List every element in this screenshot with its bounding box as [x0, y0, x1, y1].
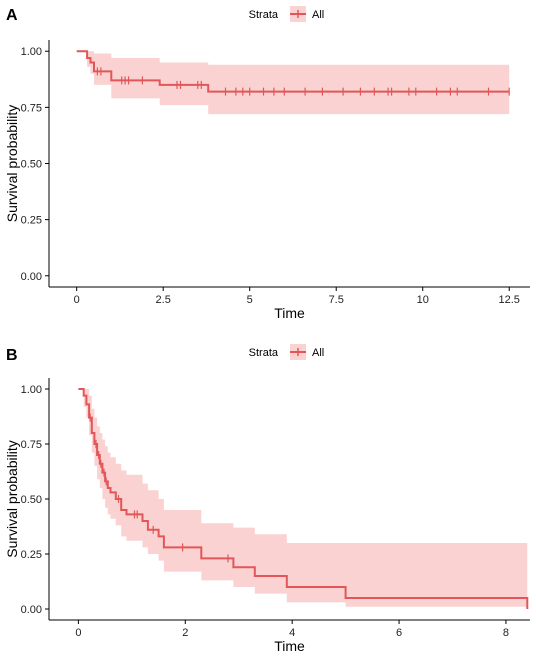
y-axis-title-b: Survival probability: [4, 440, 20, 558]
legend-title-a: Strata: [249, 9, 279, 21]
x-axis-title-b: Time: [274, 638, 305, 654]
y-tick-label-b: 0.25: [21, 549, 42, 561]
plot-b: 0.00 0.25 0.50 0.75 1.00 0 2 4 6 8 Time Survival pr…: [4, 378, 530, 654]
y-tick-label-a: 0.25: [21, 215, 42, 227]
plot-a: 0.00 0.25 0.50 0.75 1.00 0 2.5 5 7.5 10 12.5 Time Su…: [4, 40, 530, 321]
x-tick-label-b: 4: [289, 627, 295, 639]
x-tick-label-b: 6: [396, 627, 402, 639]
x-tick-label-b: 0: [75, 627, 81, 639]
y-tick-label-a: 0.00: [21, 271, 42, 283]
x-tick-label-a: 10: [417, 294, 429, 306]
x-tick-label-b: 8: [503, 627, 509, 639]
survival-curve-a: [76, 50, 510, 93]
legend-title-b: Strata: [249, 347, 279, 359]
y-tick-label-b: 0.50: [21, 494, 42, 506]
y-tick-label-a: 0.50: [21, 159, 42, 171]
legend-b: Strata All: [249, 344, 324, 360]
x-tick-label-a: 2.5: [156, 294, 171, 306]
panel-label-b: B: [6, 347, 18, 364]
y-tick-label-a: 0.75: [21, 102, 42, 114]
legend-a: Strata All: [249, 6, 324, 22]
y-tick-label-b: 1.00: [21, 384, 42, 396]
x-tick-label-a: 0: [74, 294, 80, 306]
y-tick-label-b: 0.75: [21, 439, 42, 451]
panel-a: A Strata All 0.00 0.25 0.50 0.75 1.00 0 2.5 5 7.…: [4, 6, 530, 321]
x-tick-label-b: 2: [182, 627, 188, 639]
x-axis-title-a: Time: [274, 305, 305, 321]
x-tick-label-a: 5: [247, 294, 253, 306]
y-tick-label-a: 1.00: [21, 46, 42, 58]
panel-b: B Strata All 0.00 0.25 0.50 0.75 1.00 0 2 4 6 8 Ti…: [4, 344, 530, 654]
y-tick-label-b: 0.00: [21, 604, 42, 616]
panel-label-a: A: [6, 7, 18, 24]
legend-entry-b: All: [312, 347, 324, 359]
confidence-band-a: [76, 51, 510, 115]
survival-curve-b: [78, 388, 529, 609]
y-axis-title-a: Survival probability: [4, 105, 20, 223]
legend-entry-a: All: [312, 9, 324, 21]
x-tick-label-a: 7.5: [329, 294, 344, 306]
x-tick-label-a: 12.5: [499, 294, 520, 306]
confidence-band-b: [78, 389, 528, 607]
